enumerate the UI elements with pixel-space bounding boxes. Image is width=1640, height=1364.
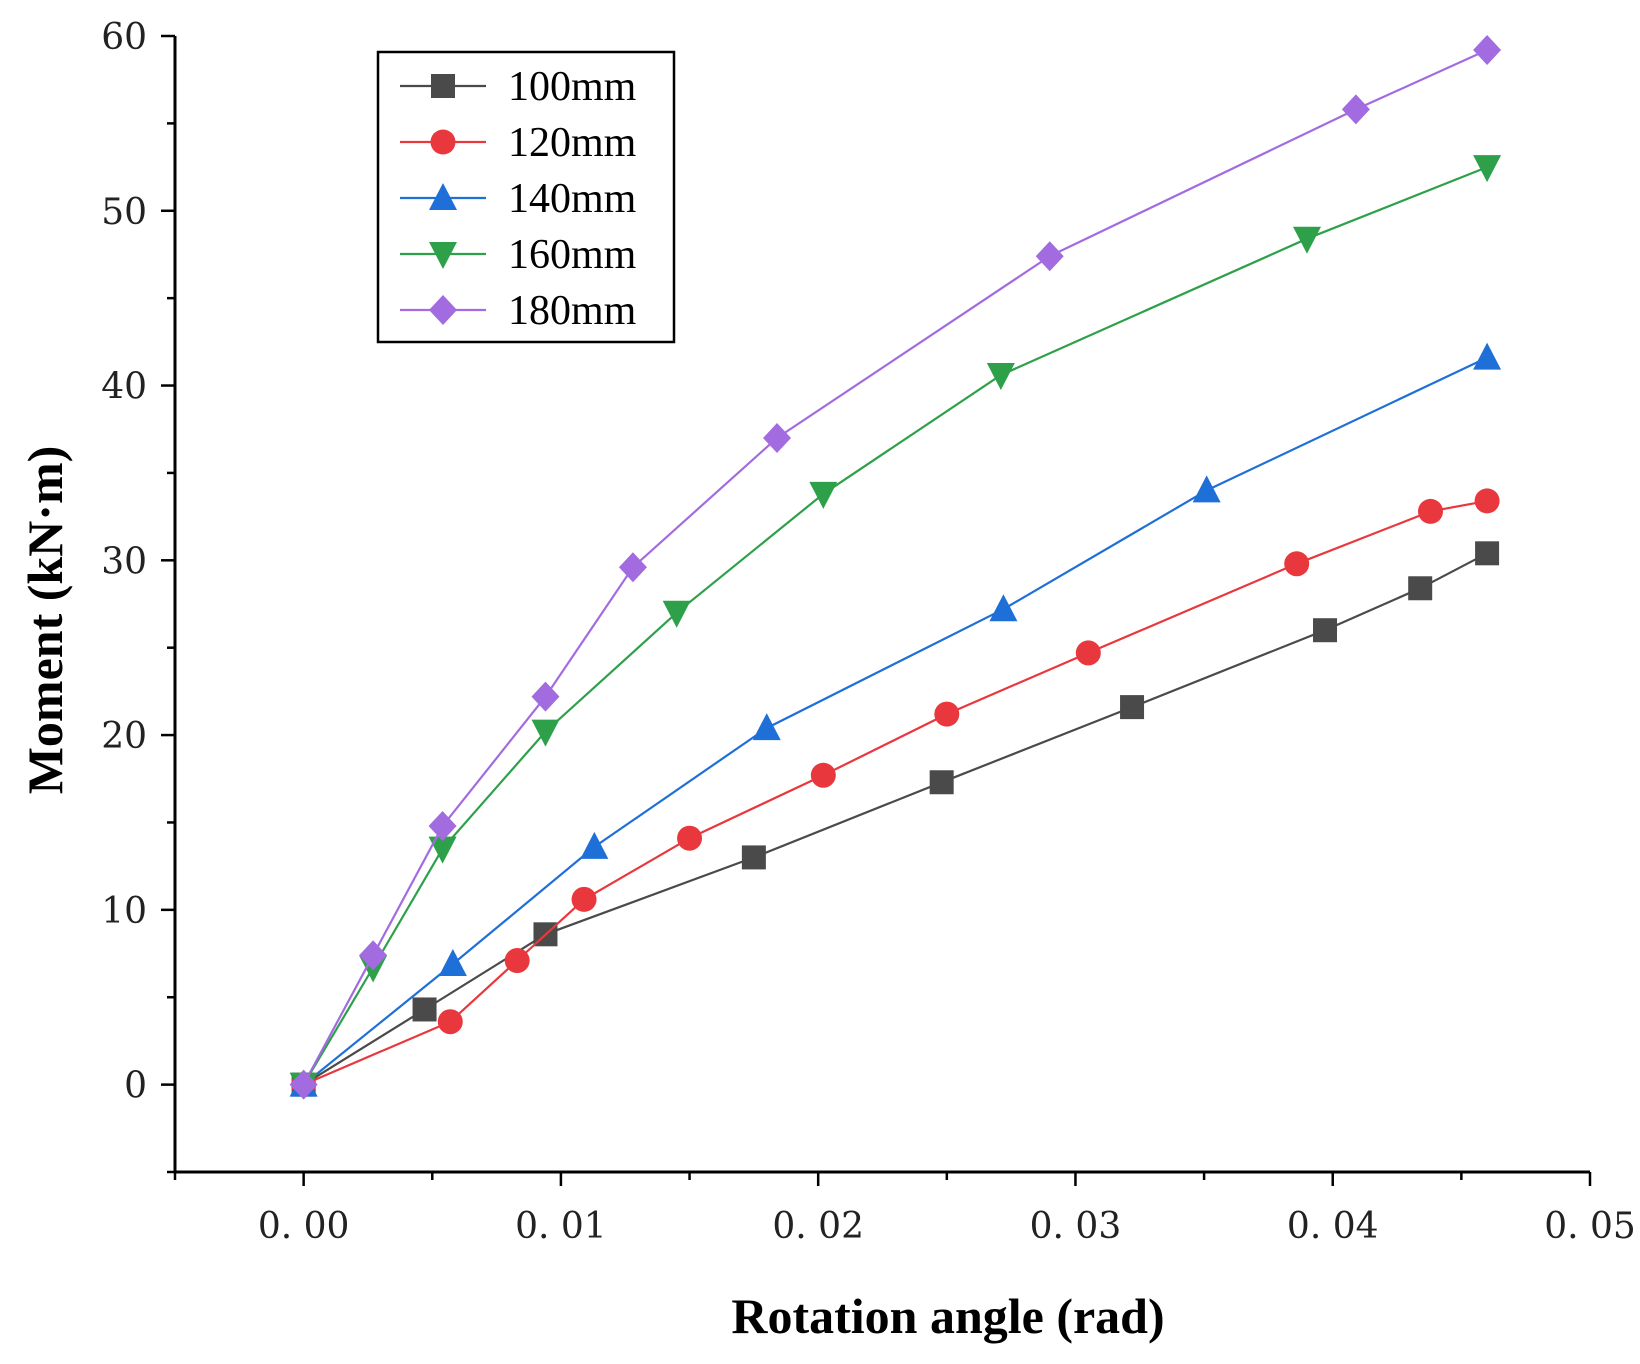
data-point-180mm (359, 940, 388, 971)
data-point-160mm (809, 481, 838, 509)
data-point-180mm (289, 1069, 318, 1100)
axes: 0. 00 0. 01 0. 02 0. 03 0. 04 0. 05 0 10 20 30 40 5… (101, 17, 1636, 1247)
y-tick-label: 30 (101, 541, 147, 582)
data-point-120mm (437, 1009, 463, 1035)
data-point-160mm (662, 600, 691, 628)
data-point-100mm (1120, 695, 1145, 720)
data-point-180mm (763, 422, 792, 453)
y-tick-label: 20 (101, 716, 147, 757)
x-tick-label: 0. 05 (1544, 1206, 1636, 1247)
data-point-180mm (428, 810, 457, 841)
series-line-100mm (303, 552, 1488, 1086)
legend-entry-100mm: 100mm (400, 64, 637, 110)
data-point-120mm (1075, 640, 1101, 666)
data-point-160mm (1293, 226, 1321, 254)
data-point-100mm (1313, 618, 1338, 643)
y-tick-label: 60 (101, 17, 147, 58)
legend: 100mm 120mm 140mm 160mm 180mm (376, 50, 676, 344)
y-tick-label: 0 (124, 1066, 147, 1107)
y-tick-label: 40 (101, 367, 147, 408)
legend-label-100mm: 100mm (508, 64, 637, 110)
y-axis-title: Moment (kN·m) (17, 446, 73, 795)
y-tick-label: 10 (101, 891, 147, 932)
legend-entry-180mm: 180mm (400, 288, 637, 334)
x-axis-title: Rotation angle (rad) (731, 1288, 1164, 1344)
data-point-140mm (1192, 475, 1221, 503)
legend-entry-140mm: 140mm (400, 176, 637, 222)
series-140mm (289, 342, 1502, 1097)
data-point-120mm (504, 948, 530, 974)
series-120mm (291, 488, 1500, 1098)
legend-marker-180mm (429, 295, 457, 325)
legend-entry-120mm: 120mm (400, 120, 637, 166)
data-point-180mm (1473, 34, 1502, 65)
legend-label-160mm: 160mm (508, 232, 637, 278)
data-point-120mm (934, 701, 960, 727)
legend-marker-120mm (430, 129, 456, 155)
x-tick-label: 0. 04 (1287, 1206, 1379, 1247)
data-point-160mm (428, 836, 457, 864)
data-point-120mm (810, 762, 836, 788)
data-point-140mm (989, 594, 1018, 622)
data-point-100mm (412, 997, 437, 1022)
data-point-180mm (1341, 94, 1370, 125)
x-tick-label: 0. 00 (258, 1206, 350, 1247)
data-point-140mm (438, 949, 467, 977)
data-point-140mm (1473, 342, 1502, 370)
x-tick-label: 0. 03 (1030, 1206, 1122, 1247)
data-point-100mm (1408, 576, 1433, 601)
x-tick-label: 0. 02 (772, 1206, 864, 1247)
data-point-100mm (1475, 541, 1500, 566)
legend-label-120mm: 120mm (508, 120, 637, 166)
legend-label-180mm: 180mm (508, 288, 637, 334)
data-point-120mm (1417, 498, 1443, 524)
data-point-100mm (741, 845, 766, 870)
data-point-120mm (1284, 551, 1310, 577)
legend-marker-140mm (429, 183, 457, 210)
series-layer (289, 34, 1502, 1100)
data-point-180mm (618, 552, 647, 583)
data-point-180mm (531, 681, 560, 712)
data-point-160mm (1473, 155, 1502, 183)
data-point-120mm (677, 825, 703, 851)
data-point-180mm (1035, 241, 1064, 272)
legend-marker-160mm (429, 242, 457, 269)
series-line-120mm (303, 499, 1488, 1086)
series-100mm (291, 541, 1500, 1097)
data-point-140mm (752, 713, 781, 741)
data-point-100mm (929, 770, 954, 795)
x-tick-label: 0. 01 (515, 1206, 607, 1247)
legend-entry-160mm: 160mm (400, 232, 637, 278)
y-tick-label: 50 (101, 192, 147, 233)
data-point-140mm (580, 831, 609, 859)
legend-label-140mm: 140mm (508, 176, 637, 222)
series-180mm (289, 34, 1502, 1100)
data-point-120mm (1474, 488, 1500, 514)
legend-marker-100mm (431, 74, 455, 98)
data-point-160mm (986, 363, 1015, 391)
data-point-160mm (531, 719, 560, 747)
data-point-120mm (571, 886, 597, 912)
